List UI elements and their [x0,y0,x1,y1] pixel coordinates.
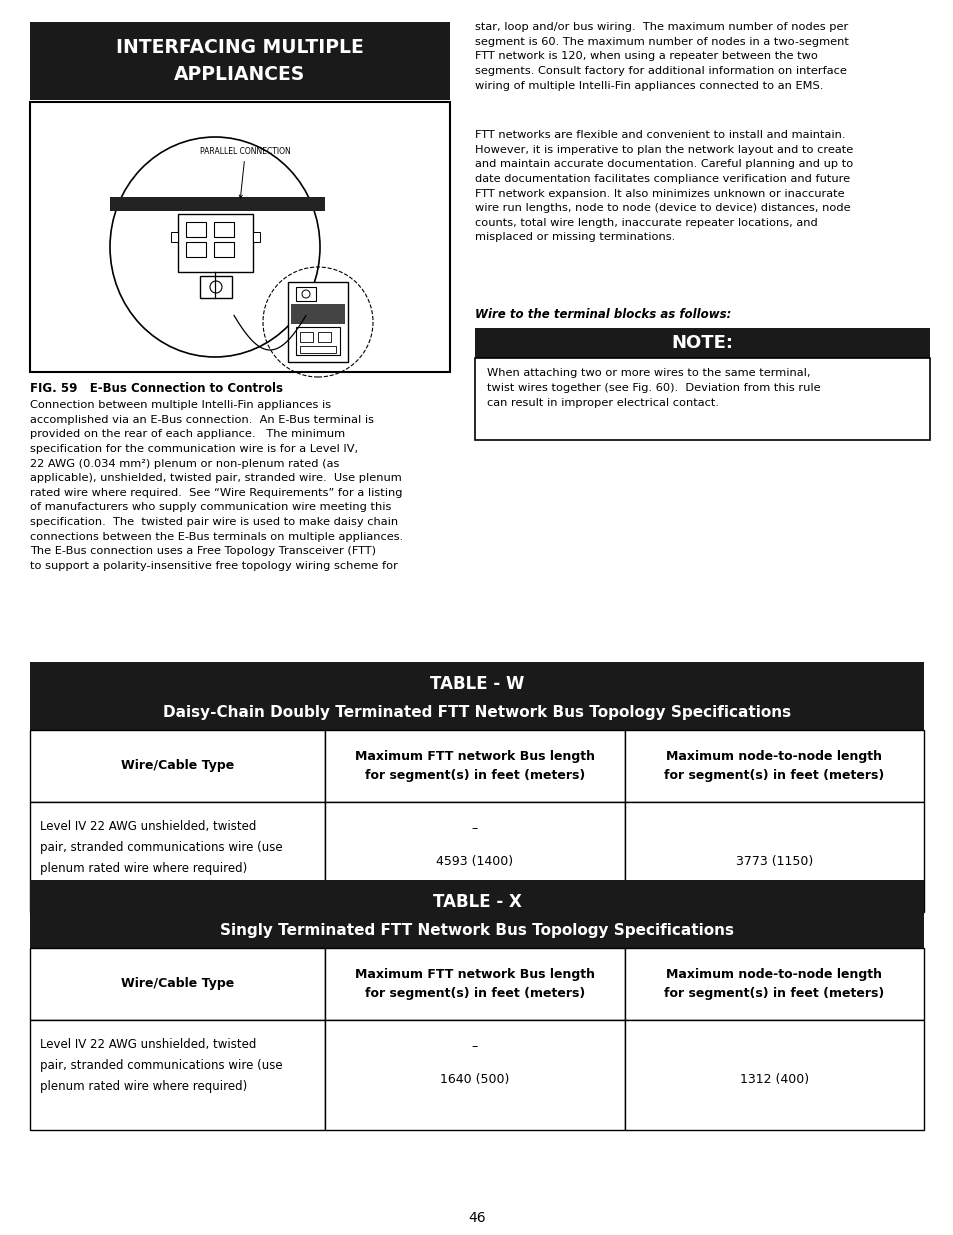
Bar [213,222,233,237]
Bar [325,1020,624,1130]
Text: 1312 (400): 1312 (400) [740,1073,808,1087]
Bar [200,275,232,298]
Text: Wire to the terminal blocks as follows:: Wire to the terminal blocks as follows: [475,308,731,321]
Bar [110,198,325,211]
Text: Level IV 22 AWG unshielded, twisted
pair, stranded communications wire (use
plen: Level IV 22 AWG unshielded, twisted pair… [40,820,282,876]
Bar [30,1020,325,1130]
Bar [317,332,331,342]
Bar [186,222,206,237]
Bar [213,242,233,257]
Bar [299,332,313,342]
Text: 3773 (1150): 3773 (1150) [735,856,812,868]
Text: NOTE:: NOTE: [671,333,733,352]
Text: INTERFACING MULTIPLE
APPLIANCES: INTERFACING MULTIPLE APPLIANCES [116,38,363,84]
Text: Maximum node-to-node length
for segment(s) in feet (meters): Maximum node-to-node length for segment(… [663,750,883,782]
Text: 46: 46 [468,1212,485,1225]
Bar [624,948,923,1020]
Text: TABLE - W: TABLE - W [430,676,523,693]
Text: –: – [472,823,477,835]
Text: Singly Terminated FTT Network Bus Topology Specifications: Singly Terminated FTT Network Bus Topolo… [220,923,733,937]
Text: When attaching two or more wires to the same terminal,
twist wires together (see: When attaching two or more wires to the … [486,368,820,409]
Text: Maximum node-to-node length
for segment(s) in feet (meters): Maximum node-to-node length for segment(… [663,968,883,1000]
Bar [295,327,339,354]
Text: PARALLEL CONNECTION: PARALLEL CONNECTION [200,147,291,198]
Bar [325,802,624,911]
Bar [30,662,923,730]
Bar [291,304,345,324]
Bar [30,22,450,100]
Bar [186,242,206,257]
Bar [299,346,335,353]
Bar [325,730,624,802]
Bar [30,948,325,1020]
Text: Wire/Cable Type: Wire/Cable Type [121,977,233,990]
Bar [624,1020,923,1130]
Text: FTT networks are flexible and convenient to install and maintain.
However, it is: FTT networks are flexible and convenient… [475,130,852,242]
Text: TABLE - X: TABLE - X [432,893,521,911]
Bar [624,802,923,911]
Text: Maximum FTT network Bus length
for segment(s) in feet (meters): Maximum FTT network Bus length for segme… [355,968,595,1000]
Text: Wire/Cable Type: Wire/Cable Type [121,760,233,773]
Text: star, loop and/or bus wiring.  The maximum number of nodes per
segment is 60. Th: star, loop and/or bus wiring. The maximu… [475,22,848,90]
Text: Connection between multiple Intelli-Fin appliances is
accomplished via an E-Bus : Connection between multiple Intelli-Fin … [30,400,403,571]
Text: Level IV 22 AWG unshielded, twisted
pair, stranded communications wire (use
plen: Level IV 22 AWG unshielded, twisted pair… [40,1037,282,1093]
Bar [253,232,260,242]
Bar [30,730,325,802]
Text: –: – [472,1040,477,1053]
Bar [288,282,348,362]
Bar [30,881,923,948]
Bar [178,214,253,272]
Bar [295,287,315,301]
Bar [325,948,624,1020]
Bar [475,329,929,358]
Text: 4593 (1400): 4593 (1400) [436,856,513,868]
Text: FIG. 59   E-Bus Connection to Controls: FIG. 59 E-Bus Connection to Controls [30,382,283,395]
Bar [171,232,178,242]
Bar [30,103,450,372]
Bar [30,802,325,911]
Bar [624,730,923,802]
Text: Maximum FTT network Bus length
for segment(s) in feet (meters): Maximum FTT network Bus length for segme… [355,750,595,782]
Text: 1640 (500): 1640 (500) [440,1073,509,1087]
Bar [475,358,929,440]
Text: Daisy-Chain Doubly Terminated FTT Network Bus Topology Specifications: Daisy-Chain Doubly Terminated FTT Networ… [163,704,790,720]
